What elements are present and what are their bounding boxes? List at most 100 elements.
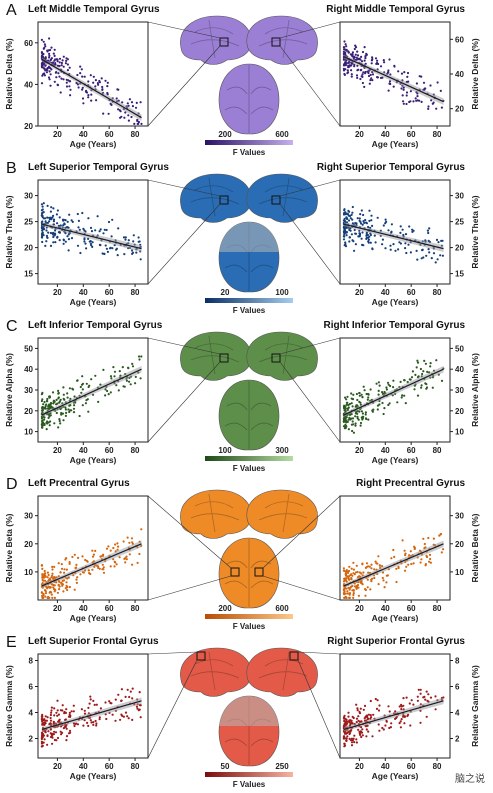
data-point <box>365 417 368 421</box>
y-tick-label: 10 <box>24 428 33 437</box>
data-point <box>387 705 390 708</box>
brain-sulci <box>224 539 274 607</box>
data-point <box>369 241 372 244</box>
data-point <box>57 562 60 565</box>
data-point <box>374 57 378 60</box>
data-point <box>40 591 44 594</box>
data-point <box>421 249 424 252</box>
data-point <box>55 213 59 216</box>
plot-frame <box>37 21 149 127</box>
data-point <box>51 742 54 745</box>
data-point <box>344 570 347 573</box>
x-tick-label: 60 <box>407 762 416 771</box>
data-point <box>54 62 57 65</box>
y-tick-label: 10 <box>455 428 464 437</box>
data-point <box>56 714 59 717</box>
data-point <box>109 549 112 552</box>
data-point <box>351 54 354 57</box>
data-point <box>46 596 49 599</box>
data-point <box>48 56 51 59</box>
data-point <box>344 396 347 399</box>
data-point <box>420 384 423 387</box>
data-point <box>392 379 395 382</box>
data-point <box>40 423 44 427</box>
data-point <box>369 79 372 82</box>
colorbar <box>205 298 293 303</box>
data-point <box>384 222 387 225</box>
data-point <box>60 64 63 67</box>
x-axis-label: Age (Years) <box>372 613 419 623</box>
data-point <box>342 238 346 241</box>
data-point <box>66 226 69 229</box>
data-point <box>360 393 363 396</box>
brain-surface <box>218 379 280 451</box>
data-point <box>352 568 355 571</box>
data-point <box>46 716 49 719</box>
data-point <box>405 696 408 699</box>
x-tick-label: 40 <box>381 130 390 139</box>
data-point <box>137 240 140 243</box>
data-point <box>347 428 350 431</box>
brain-sulci <box>258 19 308 59</box>
data-point <box>376 76 379 79</box>
data-point <box>71 220 74 223</box>
data-point <box>370 716 373 719</box>
data-point <box>45 229 48 232</box>
data-point <box>420 100 423 103</box>
data-point <box>425 715 428 718</box>
data-point <box>60 413 63 416</box>
data-point <box>102 566 105 569</box>
colorbar-tick-label: 100 <box>218 446 232 455</box>
data-point <box>360 222 363 225</box>
data-point <box>40 715 44 718</box>
data-point <box>439 533 442 536</box>
data-point <box>361 583 364 586</box>
data-point <box>72 710 75 713</box>
data-point <box>361 412 364 415</box>
data-point <box>131 697 134 700</box>
data-point <box>124 236 127 239</box>
data-point <box>416 95 419 98</box>
data-point <box>52 235 55 239</box>
data-point <box>351 420 354 423</box>
data-point <box>429 362 432 365</box>
data-point <box>56 236 59 239</box>
data-point <box>347 576 350 579</box>
data-point <box>366 233 369 237</box>
data-point <box>354 232 358 235</box>
data-point <box>366 715 369 719</box>
data-point <box>122 236 126 239</box>
colorbar <box>205 772 293 777</box>
data-point <box>51 216 54 219</box>
data-point <box>353 741 356 744</box>
data-point <box>58 718 61 721</box>
data-point <box>413 388 416 391</box>
data-point <box>53 707 56 710</box>
data-point <box>117 389 120 392</box>
data-point <box>363 85 366 88</box>
data-point <box>134 106 138 109</box>
data-point <box>110 103 113 106</box>
data-point <box>343 593 346 596</box>
data-point <box>65 739 68 742</box>
data-point <box>348 236 351 239</box>
data-point <box>408 225 411 228</box>
x-axis-label: Age (Years) <box>70 139 117 149</box>
data-point <box>367 225 370 229</box>
data-point <box>40 399 44 403</box>
data-point <box>128 541 131 544</box>
colorbar-tick-label: 600 <box>275 604 289 613</box>
data-point <box>116 548 119 551</box>
x-tick-label: 20 <box>53 762 62 771</box>
colorbar-label: F Values <box>233 780 266 789</box>
data-point <box>402 88 405 91</box>
data-point <box>83 237 86 240</box>
data-point <box>401 228 404 231</box>
y-tick-label: 20 <box>455 540 464 549</box>
data-point <box>87 237 90 240</box>
data-point <box>346 401 349 404</box>
data-point <box>118 556 121 559</box>
left-lateral-brain <box>180 489 252 539</box>
data-point <box>49 84 52 87</box>
data-point <box>395 567 398 570</box>
